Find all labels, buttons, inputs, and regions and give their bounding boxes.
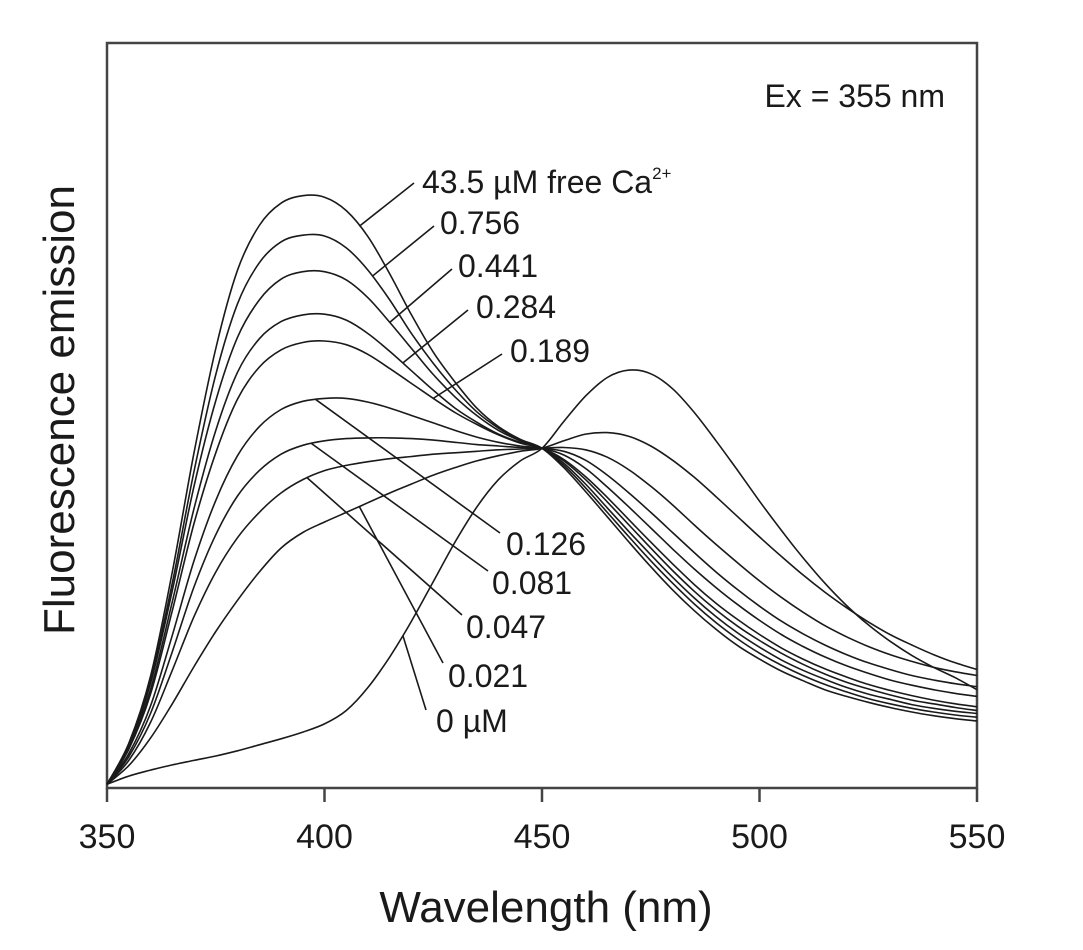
series-label-3: 0.284 <box>476 289 556 325</box>
series-label-text: 0.756 <box>440 205 520 241</box>
leader-line-9 <box>402 635 427 711</box>
series-label-1: 0.756 <box>440 205 520 241</box>
series-label-text: 0.021 <box>448 658 528 694</box>
leader-line-7 <box>306 477 463 616</box>
series-label-text: 0 µM <box>436 703 508 739</box>
series-label-superscript: 2+ <box>652 164 671 183</box>
leader-line-8 <box>358 506 444 664</box>
leader-line-2 <box>389 268 453 323</box>
leader-line-3 <box>402 309 469 364</box>
series-label-5: 0.126 <box>506 526 586 562</box>
leader-line-5 <box>315 398 501 534</box>
x-axis-title: Wavelength (nm) <box>379 883 712 932</box>
leader-line-0 <box>358 182 415 227</box>
series-label-text: 43.5 µM free Ca <box>422 164 652 200</box>
x-tick-label: 350 <box>79 818 136 856</box>
series-label-text: 0.284 <box>476 289 556 325</box>
series-label-0: 43.5 µM free Ca2+ <box>422 164 672 200</box>
x-axis: 350 400 450 500 550 <box>79 788 1006 856</box>
annotation-excitation: Ex = 355 nm <box>764 78 945 114</box>
series-labels: 43.5 µM free Ca2+ 0.756 0.441 0.284 0.189 0.1… <box>422 164 672 739</box>
y-axis-title: Fluorescence emission <box>35 185 84 635</box>
series-label-9: 0 µM <box>436 703 508 739</box>
curves <box>106 194 978 786</box>
x-tick-label: 500 <box>731 818 788 856</box>
series-label-text: 0.441 <box>458 248 538 284</box>
series-line-0 <box>106 194 978 785</box>
series-label-text: 0.189 <box>510 333 590 369</box>
series-label-2: 0.441 <box>458 248 538 284</box>
leader-line-6 <box>310 442 489 572</box>
series-label-text: 0.081 <box>492 565 572 601</box>
leader-lines <box>306 182 503 711</box>
series-label-8: 0.021 <box>448 658 528 694</box>
series-line-9 <box>106 369 978 786</box>
series-label-text: 0.047 <box>466 609 546 645</box>
series-label-text: 0.126 <box>506 526 586 562</box>
x-tick-label: 450 <box>514 818 571 856</box>
series-label-4: 0.189 <box>510 333 590 369</box>
leader-line-4 <box>432 353 503 400</box>
x-tick-label: 550 <box>949 818 1006 856</box>
series-label-7: 0.047 <box>466 609 546 645</box>
x-tick-label: 400 <box>296 818 353 856</box>
series-line-4 <box>106 340 978 785</box>
leader-line-1 <box>371 225 435 277</box>
series-label-6: 0.081 <box>492 565 572 601</box>
